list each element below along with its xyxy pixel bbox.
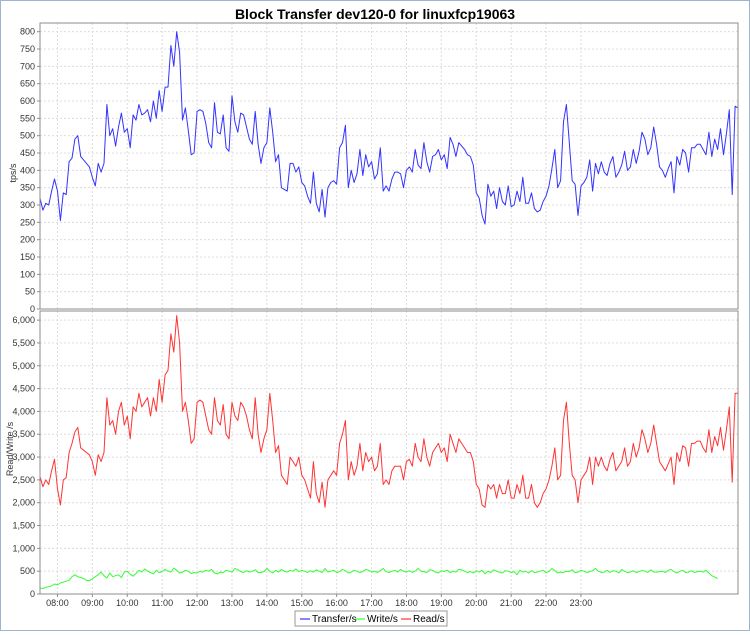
- top-ytick-label: 300: [20, 200, 35, 210]
- bottom-ytick-label: 4,000: [12, 406, 35, 416]
- xtick-label: 16:00: [325, 598, 348, 608]
- series-line-read-s: [39, 315, 738, 508]
- top-ytick-label: 250: [20, 217, 35, 227]
- xtick-label: 19:00: [430, 598, 453, 608]
- series-line-transfer-s: [39, 31, 739, 225]
- legend-box: [294, 610, 448, 627]
- top-ytick-label: 50: [25, 287, 35, 297]
- legend-label-transfer: Transfer/s: [312, 614, 357, 625]
- bottom-ytick-label: 3,500: [12, 429, 35, 439]
- bottom-ytick-label: 3,000: [12, 452, 35, 462]
- top-ytick-label: 0: [30, 304, 35, 314]
- bottom-ytick-label: 5,500: [12, 338, 35, 348]
- read-write-panel: 0 500 1,000 1,500 2,000 2,500 3,000 3,500 4,000 4…: [12, 310, 739, 608]
- bottom-ytick-label: 6,000: [12, 315, 35, 325]
- top-ytick-label: 750: [20, 44, 35, 54]
- xtick-label: 22:00: [535, 598, 558, 608]
- legend: Transfer/s Write/s Read/s: [294, 610, 448, 627]
- top-ytick-label: 100: [20, 269, 35, 279]
- xtick-label: 20:00: [465, 598, 488, 608]
- transfer-panel: 0 50 100 150 200 250 300 350 400 450 500 550 600 650 7…: [20, 22, 739, 314]
- bottom-ytick-label: 2,500: [12, 475, 35, 485]
- bottom-ytick-label: 4,500: [12, 384, 35, 394]
- xtick-label: 14:00: [256, 598, 279, 608]
- top-ytick-label: 200: [20, 235, 35, 245]
- top-ytick-label: 600: [20, 96, 35, 106]
- bottom-ytick-label: 1,500: [12, 521, 35, 531]
- bottom-ytick-label: 1,000: [12, 543, 35, 553]
- xtick-label: 21:00: [500, 598, 523, 608]
- top-ytick-label: 700: [20, 61, 35, 71]
- top-ytick-label: 650: [20, 79, 35, 89]
- top-ytick-label: 150: [20, 252, 35, 262]
- xtick-label: 08:00: [46, 598, 69, 608]
- top-plot-border: [39, 22, 739, 310]
- xtick-label: 15:00: [290, 598, 313, 608]
- xtick-label: 13:00: [221, 598, 244, 608]
- xtick-label: 18:00: [395, 598, 418, 608]
- xtick-label: 17:00: [360, 598, 383, 608]
- top-ytick-label: 400: [20, 165, 35, 175]
- xtick-label: 10:00: [116, 598, 139, 608]
- top-ytick-label: 450: [20, 148, 35, 158]
- top-ylabel: tps/s: [8, 163, 18, 183]
- bottom-ytick-label: 2,000: [12, 498, 35, 508]
- bottom-ytick-label: 5,000: [12, 361, 35, 371]
- bottom-ylabel: Read/Write /s: [5, 421, 15, 476]
- top-ytick-label: 350: [20, 183, 35, 193]
- bottom-ytick-label: 500: [20, 566, 35, 576]
- legend-label-write: Write/s: [367, 614, 398, 625]
- xtick-label: 09:00: [81, 598, 104, 608]
- series-line-write-s: [39, 567, 718, 589]
- bottom-plot-border: [39, 310, 739, 595]
- top-ytick-label: 550: [20, 113, 35, 123]
- xtick-label: 12:00: [186, 598, 209, 608]
- top-ytick-label: 800: [20, 27, 35, 37]
- xtick-label: 11:00: [151, 598, 173, 608]
- bottom-ytick-label: 0: [30, 589, 35, 599]
- chart-title: Block Transfer dev120-0 for linuxfcp1906…: [235, 6, 515, 22]
- xtick-label: 23:00: [570, 598, 593, 608]
- legend-label-read: Read/s: [413, 614, 445, 625]
- bottom-plot-area: [40, 311, 738, 594]
- top-ytick-label: 500: [20, 131, 35, 141]
